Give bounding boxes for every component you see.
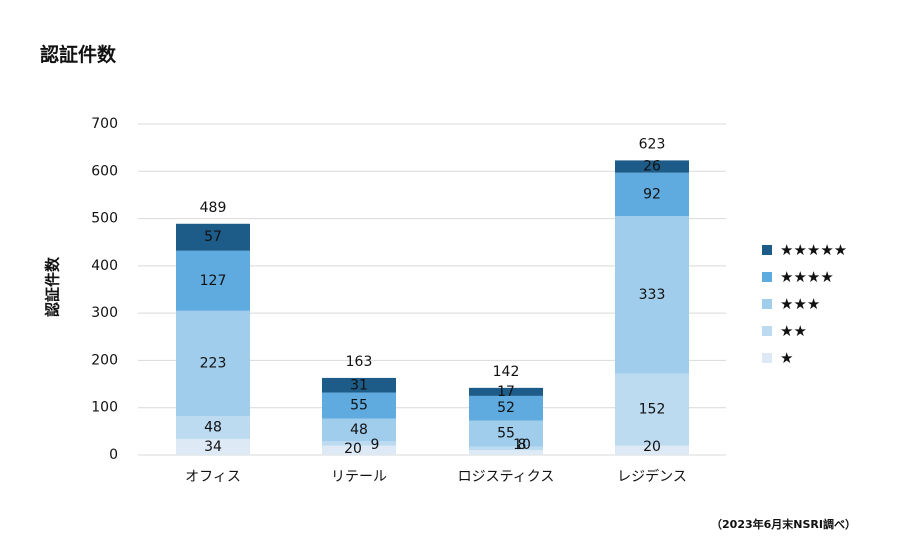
legend-item: ★★★ bbox=[762, 290, 882, 317]
y-tick-label: 300 bbox=[91, 305, 118, 321]
legend-item: ★★ bbox=[762, 317, 882, 344]
legend-label: ★ bbox=[780, 348, 794, 367]
y-tick-label: 100 bbox=[91, 400, 118, 416]
data-label: 9 bbox=[371, 437, 380, 453]
bar-segment bbox=[615, 445, 689, 455]
legend-swatch bbox=[762, 352, 772, 363]
bar-segment bbox=[615, 160, 689, 173]
data-label: 8 bbox=[518, 437, 527, 453]
legend-item: ★★★★ bbox=[762, 263, 882, 290]
bar-segment bbox=[176, 438, 250, 455]
data-label: 48 bbox=[350, 422, 368, 438]
data-label: 10 bbox=[513, 437, 531, 453]
legend-swatch bbox=[762, 271, 772, 282]
data-label: 55 bbox=[350, 398, 368, 414]
bar-segment bbox=[615, 172, 689, 217]
y-tick-label: 400 bbox=[91, 258, 118, 274]
data-label: 17 bbox=[497, 384, 515, 400]
x-tick-label: ロジスティクス bbox=[458, 469, 555, 485]
x-tick-label: リテール bbox=[331, 469, 387, 485]
data-label: 92 bbox=[643, 186, 661, 202]
source-note: （2023年6月末NSRI調べ） bbox=[711, 518, 856, 531]
data-label: 55 bbox=[497, 425, 515, 441]
data-label: 26 bbox=[643, 159, 661, 175]
bar-segment bbox=[176, 223, 250, 251]
data-label: 57 bbox=[204, 229, 222, 245]
data-label: 48 bbox=[204, 420, 222, 436]
bar-segment bbox=[615, 373, 689, 446]
bar-segment bbox=[322, 441, 396, 446]
y-tick-label: 700 bbox=[91, 116, 118, 132]
y-tick-label: 500 bbox=[91, 211, 118, 227]
data-label: 223 bbox=[200, 356, 227, 372]
y-tick-label: 200 bbox=[91, 352, 118, 368]
bar-segment bbox=[469, 387, 543, 396]
data-label: 31 bbox=[350, 377, 368, 393]
bar-segment bbox=[176, 310, 250, 417]
data-label: 152 bbox=[639, 402, 666, 418]
x-tick-label: レジデンス bbox=[617, 468, 687, 485]
y-tick-label: 0 bbox=[109, 447, 118, 463]
data-label: 20 bbox=[643, 439, 661, 455]
bar-segment bbox=[322, 418, 396, 442]
legend-swatch bbox=[762, 298, 772, 309]
legend-label: ★★★ bbox=[780, 294, 821, 313]
bar-segment bbox=[322, 445, 396, 455]
bar-segment bbox=[615, 216, 689, 374]
y-tick-label: 600 bbox=[91, 163, 118, 179]
legend: ★★★★★ ★★★★ ★★★ ★★ ★ bbox=[762, 236, 882, 371]
legend-label: ★★★★ bbox=[780, 267, 834, 286]
bar-segment bbox=[469, 395, 543, 421]
total-label: 142 bbox=[493, 364, 520, 380]
total-label: 623 bbox=[639, 136, 666, 152]
bar-segment bbox=[176, 416, 250, 439]
total-label: 489 bbox=[200, 200, 227, 216]
bar-segment bbox=[469, 450, 543, 455]
chart-title: 認証件数 bbox=[40, 44, 117, 66]
x-tick-label: オフィス bbox=[185, 469, 241, 485]
legend-swatch bbox=[762, 325, 772, 336]
legend-item: ★★★★★ bbox=[762, 236, 882, 263]
legend-label: ★★★★★ bbox=[780, 240, 848, 259]
bar-segment bbox=[322, 377, 396, 393]
bar-segment bbox=[469, 420, 543, 447]
data-label: 333 bbox=[639, 287, 666, 303]
bar-segment bbox=[322, 392, 396, 419]
legend-label: ★★ bbox=[780, 321, 807, 340]
legend-swatch bbox=[762, 244, 772, 255]
data-label: 20 bbox=[344, 441, 362, 457]
bar-segment bbox=[469, 446, 543, 451]
total-label: 163 bbox=[346, 354, 373, 370]
data-label: 34 bbox=[204, 439, 222, 455]
legend-item: ★ bbox=[762, 344, 882, 371]
bar-segment bbox=[176, 250, 250, 311]
data-label: 52 bbox=[497, 400, 515, 416]
data-label: 127 bbox=[200, 273, 227, 289]
